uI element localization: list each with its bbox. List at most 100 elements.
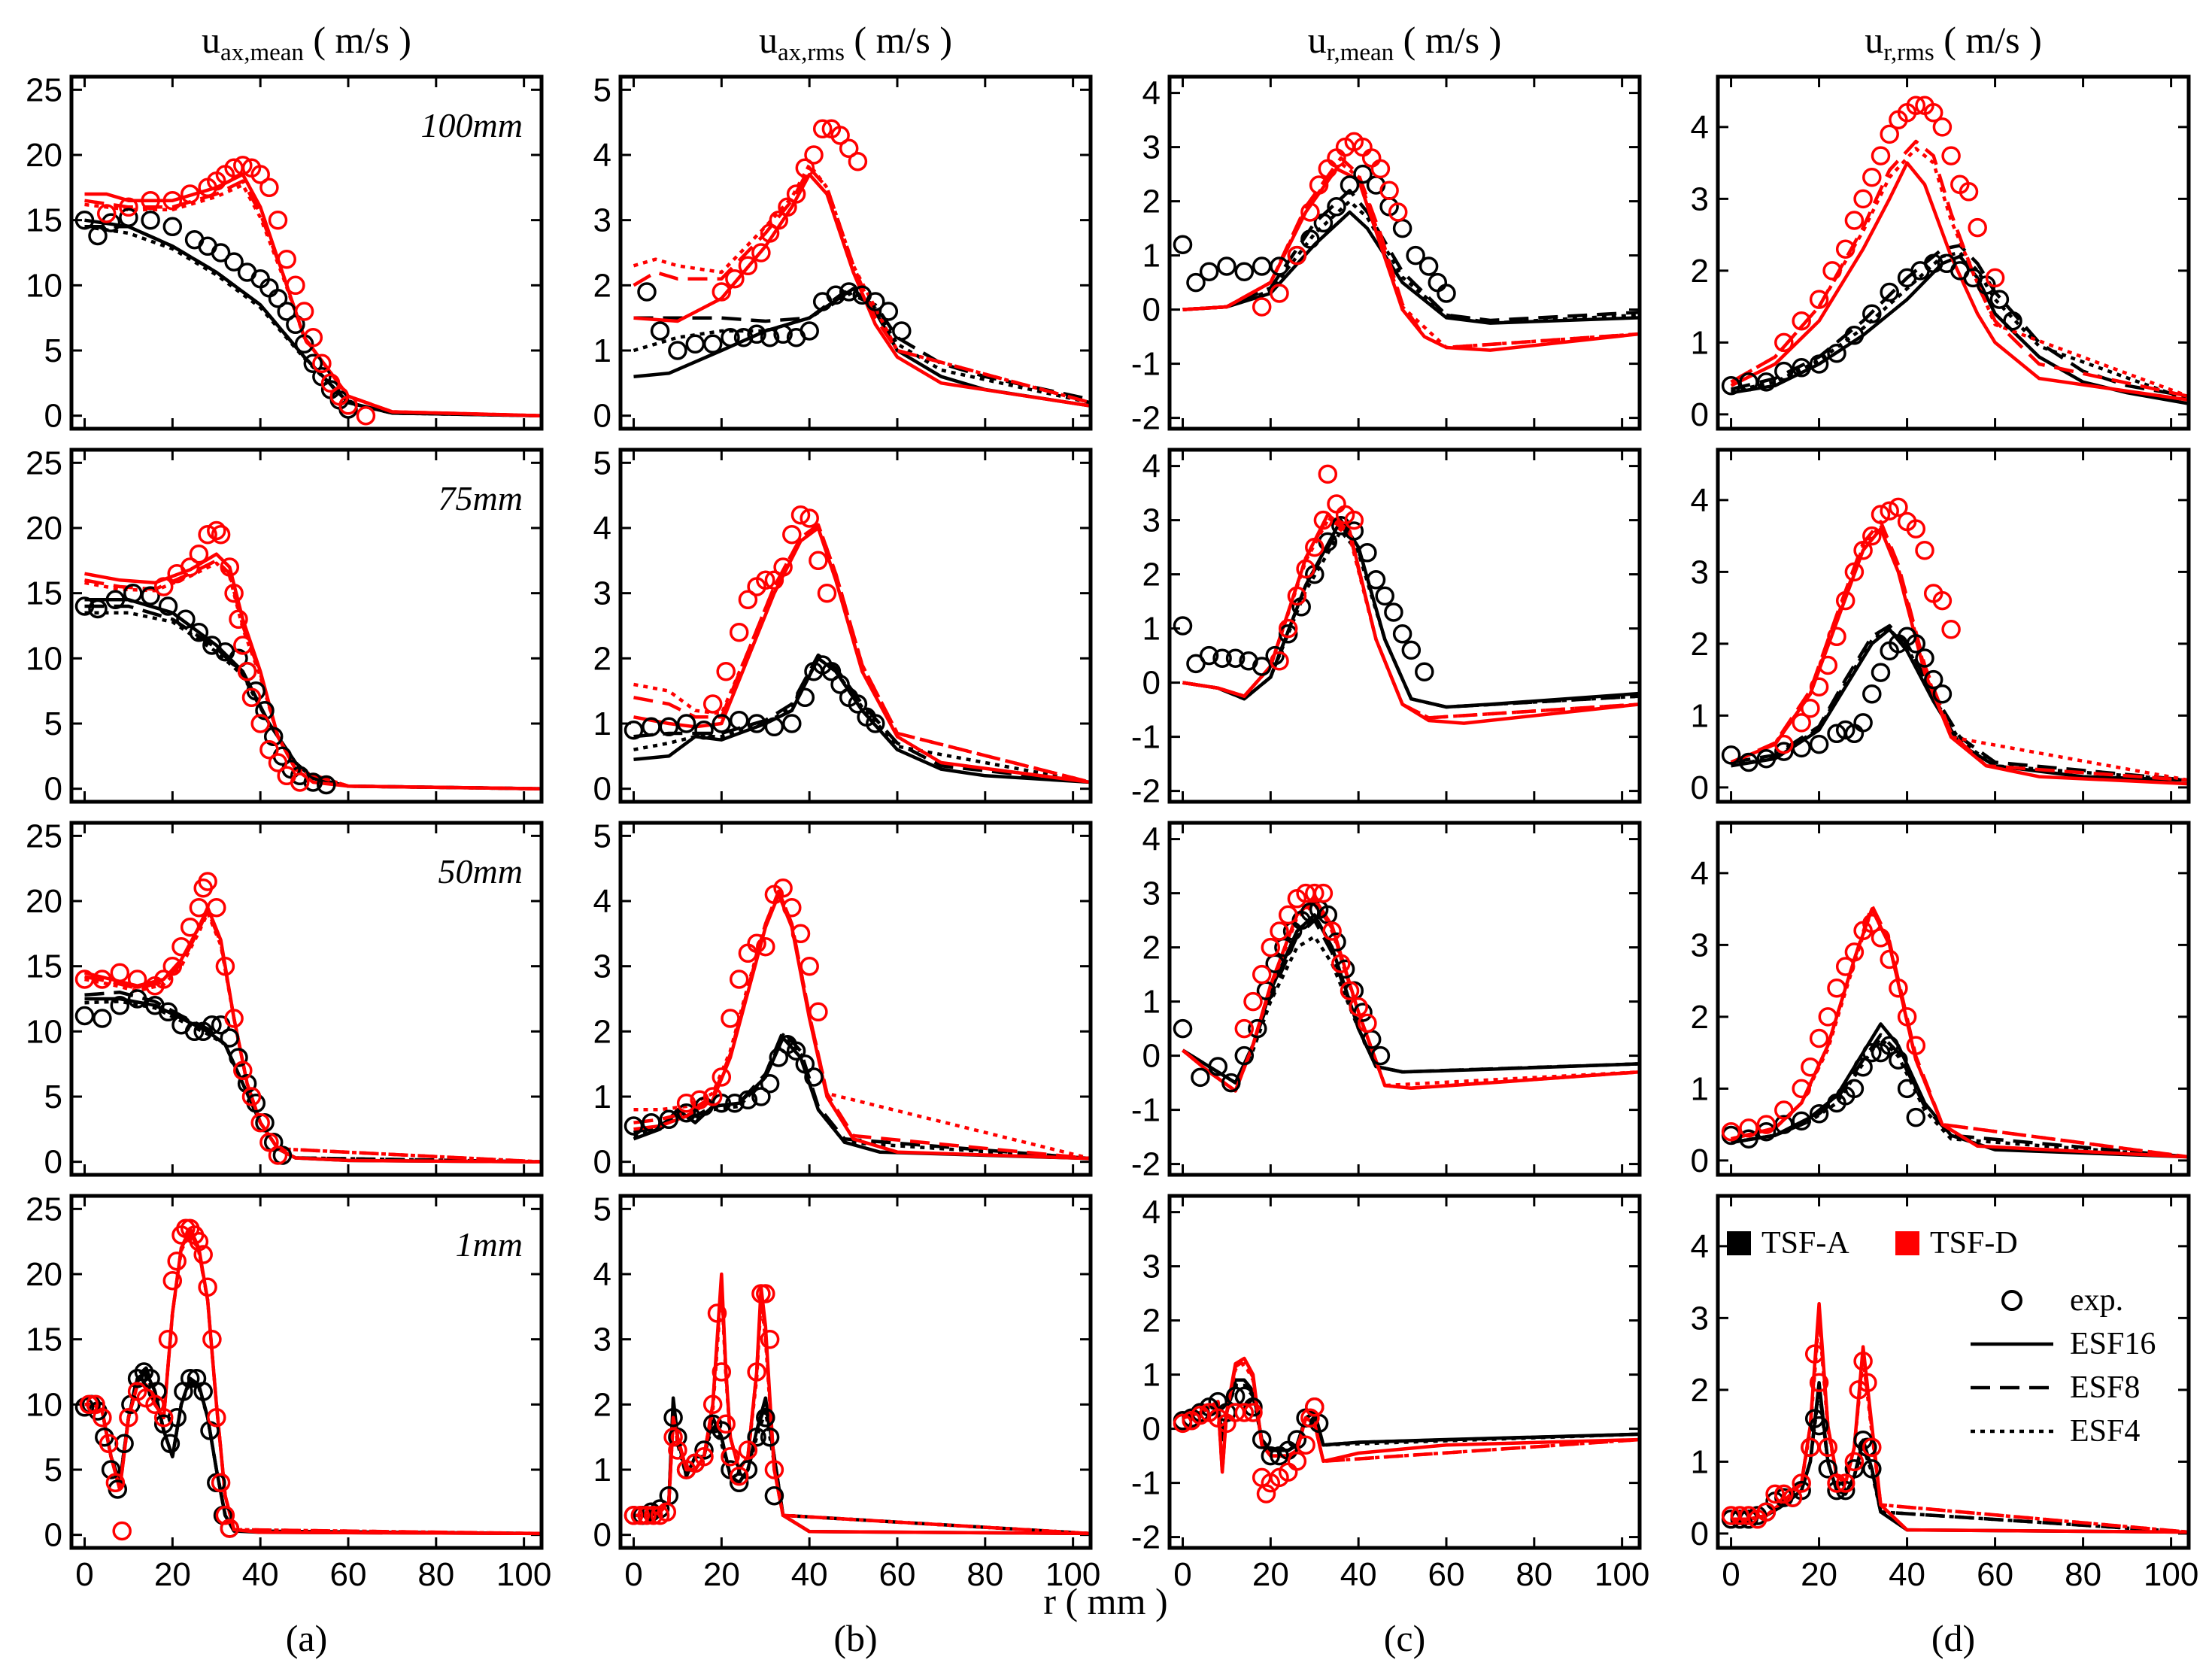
exp-point-tsf-d (1243, 991, 1263, 1012)
plot-area (633, 119, 1091, 408)
exp-point-tsf-a (74, 210, 95, 230)
exp-point-tsf-d (1880, 124, 1899, 144)
exp-point-tsf-d (668, 1440, 687, 1460)
y-tick-label: 0 (593, 1517, 611, 1554)
exp-point-tsf-a (1300, 903, 1320, 922)
exp-point-tsf-d (812, 119, 833, 139)
exp-point-tsf-d (207, 897, 226, 918)
y-tick-label: 4 (1691, 109, 1709, 146)
y-tick-label: 3 (593, 202, 611, 239)
exp-point-tsf-a (127, 989, 147, 1009)
height-label-1mm: 1mm (456, 1225, 523, 1264)
y-tick-label: 4 (1142, 448, 1161, 485)
height-label-100mm: 100mm (421, 106, 523, 144)
x-tick-label: 20 (1252, 1556, 1289, 1593)
exp-point-tsf-a (286, 314, 305, 335)
exp-point-tsf-d (1835, 590, 1855, 611)
panel-letter-3: (c) (1384, 1617, 1426, 1659)
exp-point-tsf-d (1792, 713, 1811, 733)
column-titles: uax,mean ( m/s ) uax,rms ( m/s ) ur,mean (… (202, 19, 2042, 66)
exp-point-tsf-a (74, 596, 95, 616)
series-tsf-d-dashed (1182, 515, 1640, 720)
panel-letter-2: (b) (833, 1617, 877, 1659)
y-tick-label: 1 (1142, 611, 1161, 648)
exp-point-tsf-a (1212, 648, 1232, 668)
exp-point-tsf-d (624, 1505, 644, 1525)
exp-point-tsf-d (1234, 1018, 1255, 1039)
exp-point-tsf-d (233, 1061, 253, 1081)
series-tsf-d-solid (1731, 907, 2189, 1159)
exp-point-tsf-d (702, 1087, 723, 1106)
panel-r3-c1: 0 5 10 15 20 25 (26, 818, 544, 1181)
exp-point-tsf-a (134, 1362, 154, 1382)
y-tick-label: 25 (26, 445, 62, 481)
exp-point-tsf-d (716, 661, 736, 681)
y-tick-label: 25 (26, 71, 62, 108)
panel-frame (618, 821, 1093, 1177)
exp-point-tsf-d (1309, 175, 1329, 195)
exp-point-tsf-d (1827, 1473, 1846, 1493)
exp-point-tsf-d (338, 396, 358, 415)
exp-point-tsf-a (760, 1427, 780, 1447)
y-tick-label: 5 (593, 818, 611, 854)
y-tick-label: 4 (593, 137, 611, 174)
exp-point-tsf-d (707, 1303, 727, 1323)
y-tick-label: 3 (1142, 875, 1161, 912)
series-tsf-d-solid (1182, 167, 1640, 352)
y-tick-label: 0 (593, 1144, 611, 1181)
exp-point-tsf-d (1322, 921, 1342, 941)
exp-point-tsf-d (1862, 913, 1882, 933)
exp-point-tsf-d (268, 753, 288, 772)
exp-point-tsf-d (721, 1446, 740, 1467)
exp-point-tsf-a (1173, 235, 1193, 254)
exp-point-tsf-a (160, 1434, 181, 1454)
exp-point-tsf-d (1278, 618, 1298, 639)
exp-point-tsf-a (1932, 684, 1953, 704)
exp-point-tsf-a (1173, 1018, 1193, 1039)
exp-point-tsf-d (189, 544, 209, 564)
exp-point-tsf-d (782, 524, 802, 545)
exp-point-tsf-a (729, 710, 749, 730)
exp-point-tsf-d (180, 917, 200, 937)
exp-point-tsf-a (303, 354, 323, 374)
exp-point-tsf-d (233, 156, 253, 175)
exp-point-tsf-d (764, 570, 784, 590)
panel-letter-1: (a) (286, 1617, 328, 1659)
exp-point-tsf-a (1234, 1045, 1255, 1066)
y-tick-label: 1 (593, 1452, 611, 1488)
exp-point-tsf-d (738, 1440, 758, 1460)
exp-point-tsf-d (1906, 1036, 1926, 1055)
y-tick-label: 2 (1691, 253, 1709, 290)
y-tick-label: 10 (26, 1386, 62, 1423)
exp-point-tsf-d (1889, 978, 1908, 998)
plot-area (1173, 132, 1640, 352)
exp-point-tsf-d (1261, 937, 1281, 957)
exp-point-tsf-d (202, 1329, 222, 1349)
panel-r3-c2: 0 1 2 3 4 5 (593, 818, 1093, 1181)
exp-point-tsf-d (290, 772, 310, 792)
x-tick-label: 40 (1340, 1556, 1377, 1593)
exp-point-tsf-a (1261, 1446, 1281, 1466)
series-tsf-d-solid (83, 906, 542, 1164)
y-tick-label: 2 (1142, 930, 1161, 966)
exp-point-tsf-d (1173, 1413, 1193, 1434)
exp-point-tsf-d (110, 963, 130, 983)
exp-point-tsf-a (866, 292, 885, 311)
x-tick-label: 0 (75, 1556, 93, 1593)
y-tick-label: 0 (593, 771, 611, 808)
exp-point-tsf-a (1353, 164, 1373, 184)
series-tsf-d-dashed (84, 1229, 542, 1536)
y-tick-label: 15 (26, 1322, 62, 1358)
panel-r1-c4: 0 1 2 3 4 (1691, 74, 2191, 433)
exp-point-tsf-a (167, 1407, 187, 1428)
exp-point-tsf-a (712, 714, 732, 733)
y-tick-label: 5 (44, 706, 62, 742)
y-tick-label: 0 (1142, 1411, 1161, 1448)
x-tick-label: 20 (703, 1556, 740, 1593)
y-tick-label: 4 (593, 1256, 611, 1293)
panel-r4-c2: 0 1 2 3 4 5 0 20 40 60 80 100 (593, 1191, 1101, 1593)
exp-point-tsf-d (105, 1473, 126, 1493)
series-tsf-d-solid (633, 172, 1091, 408)
exp-point-tsf-d (93, 970, 112, 989)
y-tick-label: 2 (1142, 557, 1161, 593)
